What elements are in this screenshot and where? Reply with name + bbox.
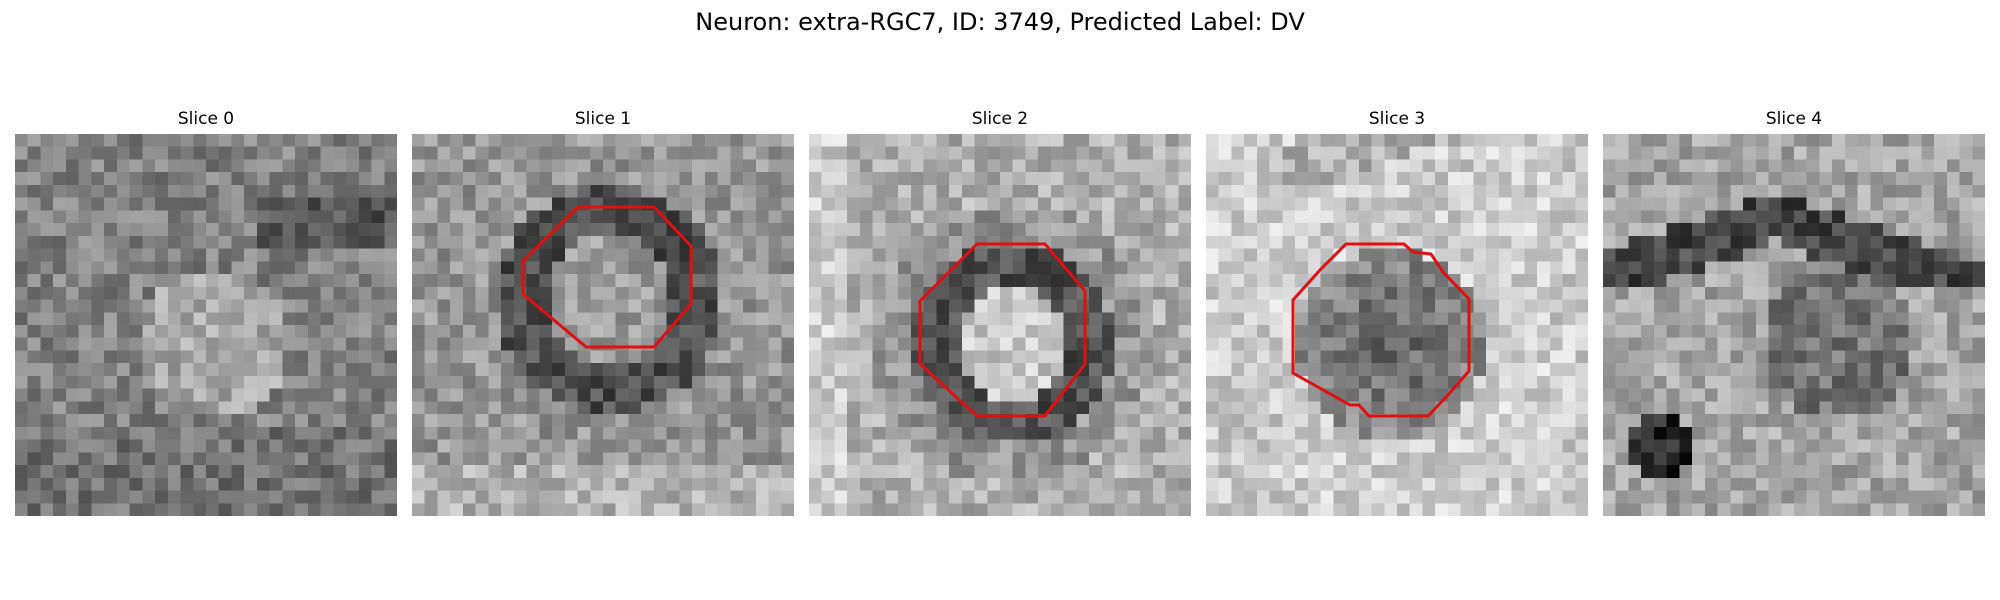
slice-image-0 [15,134,397,516]
roi-outline-2 [809,134,1191,516]
roi-outline-3 [1206,134,1588,516]
roi-polygon-3 [1293,244,1469,416]
slice-panel-2: Slice 2 [809,108,1191,518]
slice-image-4 [1603,134,1985,516]
slice-panel-4: Slice 4 [1603,108,1985,518]
roi-polygon-1 [523,207,691,347]
slice-title-4: Slice 4 [1603,108,1985,130]
slice-panel-3: Slice 3 [1206,108,1588,518]
roi-polygon-2 [920,244,1085,416]
slice-panel-1: Slice 1 [412,108,794,518]
roi-outline-1 [412,134,794,516]
figure-title: Neuron: extra-RGC7, ID: 3749, Predicted … [0,6,2000,38]
slice-title-3: Slice 3 [1206,108,1588,130]
slice-title-2: Slice 2 [809,108,1191,130]
slice-panel-0: Slice 0 [15,108,397,518]
slice-title-0: Slice 0 [15,108,397,130]
slice-title-1: Slice 1 [412,108,794,130]
